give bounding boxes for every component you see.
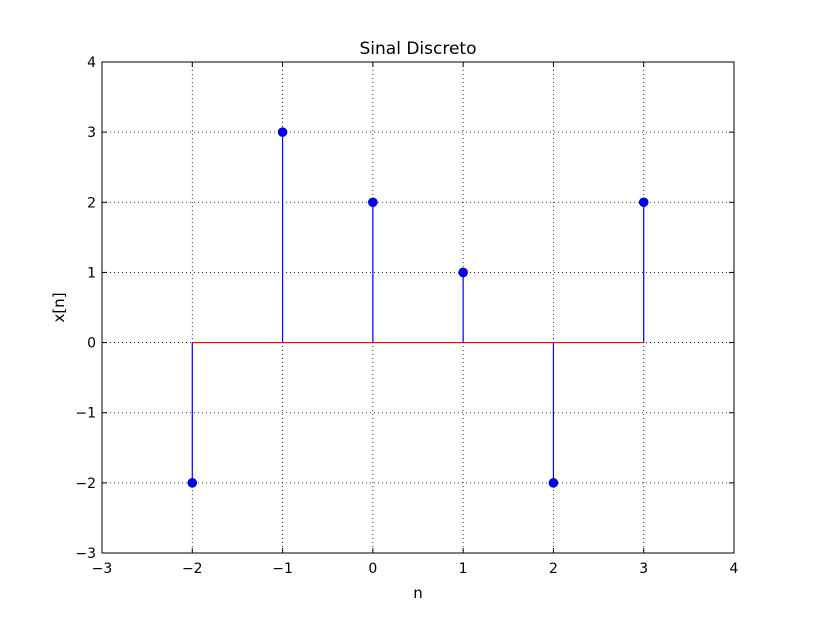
- marker-layer: [187, 127, 649, 488]
- x-tick-label: −2: [182, 561, 203, 577]
- y-tick-label: 0: [87, 336, 96, 352]
- x-tick-label: 4: [730, 561, 739, 577]
- x-tick-label: 3: [639, 561, 648, 577]
- y-tick-label: 2: [87, 195, 96, 211]
- x-axis-label: n: [413, 584, 423, 602]
- chart-title: Sinal Discreto: [360, 39, 477, 59]
- y-tick-label: 4: [87, 55, 96, 71]
- y-tick-labels: −3 −2 −1 0 1 2 3 4: [75, 55, 96, 562]
- plot-frame: [101, 61, 735, 554]
- x-tick-label: 0: [368, 561, 377, 577]
- y-tick-label: 1: [87, 265, 96, 281]
- x-tick-labels: −3 −2 −1 0 1 2 3 4: [92, 561, 739, 577]
- y-tick-label: −2: [75, 476, 96, 492]
- y-tick-label: −1: [75, 406, 96, 422]
- stem-marker: [458, 267, 468, 278]
- x-tick-label: −3: [92, 561, 113, 577]
- y-axis-label: x[n]: [50, 292, 68, 322]
- x-tick-label: 1: [459, 561, 468, 577]
- stem-marker: [638, 197, 649, 208]
- stem-layer: [191, 132, 645, 483]
- y-tick-label: 3: [87, 125, 96, 141]
- stem-marker: [368, 197, 378, 208]
- y-tick-label: −3: [75, 546, 96, 562]
- x-tick-label: −1: [272, 561, 293, 577]
- tick-layer: [101, 61, 735, 554]
- grid-layer: [101, 61, 735, 554]
- stem-marker: [548, 478, 559, 488]
- x-tick-label: 2: [549, 561, 558, 577]
- stem-marker: [277, 127, 288, 137]
- stem-marker: [187, 478, 198, 488]
